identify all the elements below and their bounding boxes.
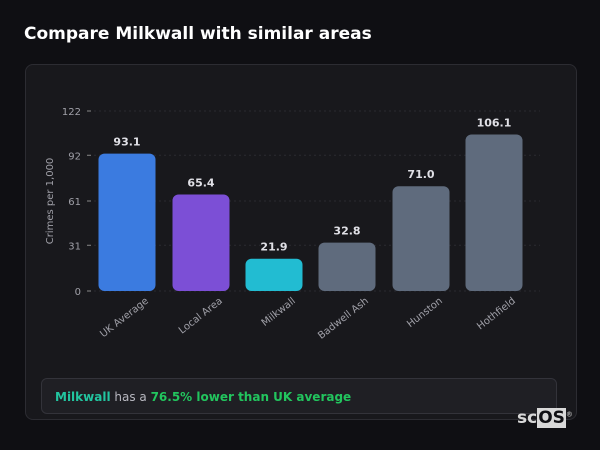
summary-text: has a [110,390,151,404]
data-label: 65.4 [187,177,214,190]
bar-local-area [172,194,230,291]
data-label: 106.1 [477,116,512,129]
y-axis-label: Crimes per 1,000 [45,158,56,245]
summary-area: Milkwall [55,390,111,404]
x-tick-label: Hunston [405,296,445,330]
data-label: 71.0 [407,168,434,181]
y-tick-label: 61 [68,197,81,208]
summary-box: Milkwall has a 76.5% lower than UK avera… [41,378,557,414]
x-tick-label: Milkwall [260,296,298,329]
y-tick-label: 31 [68,241,81,252]
data-label: 93.1 [113,136,140,149]
bar-hunston [392,186,450,291]
bar-badwell-ash [318,242,376,291]
data-label: 32.8 [333,225,360,238]
x-tick-label: UK Average [98,296,151,340]
x-tick-label: Local Area [177,296,225,337]
x-tick-label: Badwell Ash [316,296,371,342]
bar-uk-average [98,153,156,291]
summary-result: 76.5% lower than UK average [150,390,352,404]
scos-logo: scOS® [517,408,573,428]
y-tick-label: 0 [75,287,81,298]
bar-milkwall [245,258,303,291]
y-tick-label: 92 [68,151,81,162]
page-title: Compare Milkwall with similar areas [24,24,372,44]
y-tick-label: 122 [62,107,81,118]
data-label: 21.9 [260,241,287,254]
x-tick-label: Hothfield [475,296,518,333]
bar-hothfield [465,134,523,291]
